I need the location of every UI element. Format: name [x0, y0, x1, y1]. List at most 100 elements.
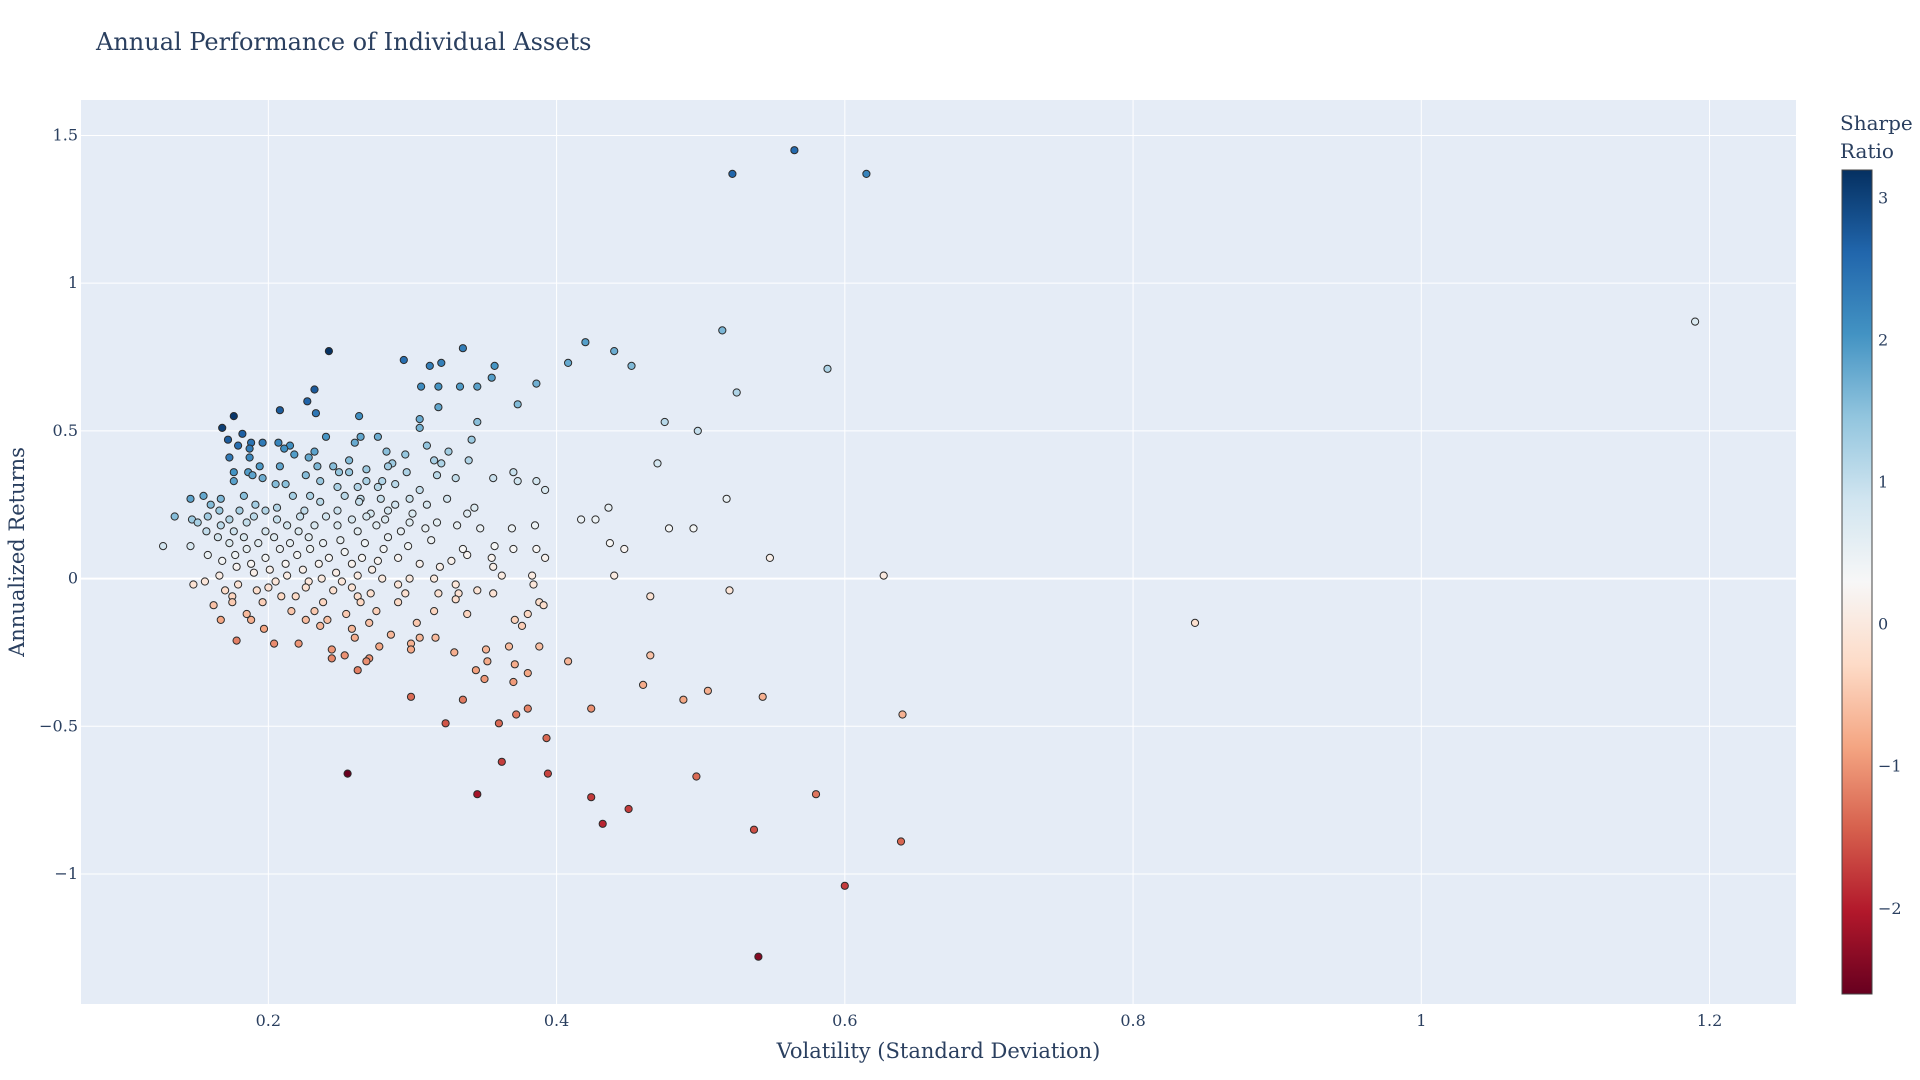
data-point[interactable] — [494, 719, 503, 728]
data-point[interactable] — [304, 533, 313, 542]
data-point[interactable] — [862, 169, 871, 178]
data-point[interactable] — [399, 355, 408, 365]
data-point[interactable] — [373, 482, 382, 492]
data-point[interactable] — [245, 453, 254, 462]
data-point[interactable] — [453, 521, 462, 530]
data-point[interactable] — [215, 571, 224, 580]
data-point[interactable] — [790, 146, 799, 155]
data-point[interactable] — [229, 412, 238, 421]
data-point[interactable] — [258, 598, 267, 607]
data-point[interactable] — [232, 636, 241, 645]
data-point[interactable] — [319, 598, 328, 607]
data-point[interactable] — [245, 444, 254, 453]
data-point[interactable] — [471, 666, 480, 675]
data-point[interactable] — [170, 512, 179, 521]
data-point[interactable] — [333, 482, 342, 492]
data-point[interactable] — [216, 615, 225, 625]
data-point[interactable] — [513, 477, 522, 486]
data-point[interactable] — [430, 456, 439, 465]
data-point[interactable] — [405, 494, 414, 503]
data-point[interactable] — [646, 592, 655, 601]
data-point[interactable] — [523, 669, 532, 678]
data-point[interactable] — [353, 666, 362, 675]
data-point[interactable] — [605, 539, 615, 548]
data-point[interactable] — [512, 710, 521, 719]
data-point[interactable] — [229, 468, 238, 477]
data-point[interactable] — [542, 734, 551, 743]
data-point[interactable] — [261, 527, 270, 536]
data-point[interactable] — [304, 453, 313, 462]
data-point[interactable] — [504, 642, 514, 651]
data-point[interactable] — [319, 539, 328, 548]
data-point[interactable] — [422, 500, 431, 509]
data-point[interactable] — [718, 326, 727, 335]
data-point[interactable] — [509, 544, 518, 554]
data-point[interactable] — [432, 471, 442, 480]
data-point[interactable] — [528, 571, 537, 580]
data-point[interactable] — [497, 757, 506, 766]
data-point[interactable] — [333, 506, 342, 515]
data-point[interactable] — [896, 837, 906, 846]
data-point[interactable] — [316, 477, 325, 486]
data-point[interactable] — [234, 441, 243, 450]
data-point[interactable] — [294, 527, 303, 536]
data-point[interactable] — [213, 533, 222, 542]
data-point[interactable] — [356, 432, 365, 441]
data-point[interactable] — [510, 660, 519, 669]
data-point[interactable] — [347, 515, 356, 524]
data-point[interactable] — [415, 485, 424, 495]
data-point[interactable] — [239, 533, 248, 542]
data-point[interactable] — [216, 521, 225, 530]
data-point[interactable] — [265, 565, 274, 574]
data-point[interactable] — [283, 521, 292, 530]
data-point[interactable] — [404, 542, 413, 551]
data-point[interactable] — [362, 465, 371, 474]
data-point[interactable] — [473, 586, 482, 595]
data-point[interactable] — [639, 680, 648, 690]
data-point[interactable] — [435, 562, 444, 571]
data-point[interactable] — [215, 506, 224, 515]
data-point[interactable] — [391, 500, 400, 509]
data-point[interactable] — [342, 609, 351, 619]
data-point[interactable] — [728, 169, 737, 178]
data-point[interactable] — [481, 645, 491, 654]
data-point[interactable] — [489, 474, 498, 483]
data-point[interactable] — [444, 447, 453, 456]
data-point[interactable] — [189, 580, 198, 589]
data-point[interactable] — [1691, 317, 1700, 326]
data-point[interactable] — [396, 527, 405, 536]
data-point[interactable] — [415, 423, 424, 432]
data-point[interactable] — [271, 577, 280, 586]
data-point[interactable] — [225, 453, 234, 462]
data-point[interactable] — [310, 385, 319, 394]
data-point[interactable] — [379, 544, 388, 554]
data-point[interactable] — [437, 459, 446, 468]
data-point[interactable] — [406, 645, 416, 654]
data-point[interactable] — [287, 607, 296, 616]
data-point[interactable] — [811, 790, 821, 799]
data-point[interactable] — [402, 468, 411, 477]
data-point[interactable] — [529, 580, 538, 589]
data-point[interactable] — [391, 480, 400, 489]
data-point[interactable] — [281, 480, 290, 489]
data-point[interactable] — [415, 633, 424, 642]
data-point[interactable] — [749, 825, 759, 834]
data-point[interactable] — [186, 494, 195, 503]
data-point[interactable] — [324, 553, 333, 563]
data-point[interactable] — [261, 553, 270, 563]
data-point[interactable] — [365, 618, 374, 628]
data-point[interactable] — [441, 719, 450, 728]
data-point[interactable] — [434, 382, 443, 391]
data-point[interactable] — [275, 544, 284, 554]
data-point[interactable] — [532, 379, 541, 388]
data-point[interactable] — [347, 583, 356, 592]
data-point[interactable] — [329, 462, 338, 471]
data-point[interactable] — [242, 609, 251, 619]
data-point[interactable] — [251, 500, 260, 509]
data-point[interactable] — [360, 539, 369, 548]
data-point[interactable] — [332, 568, 341, 577]
data-point[interactable] — [443, 494, 452, 503]
data-point[interactable] — [345, 468, 354, 477]
data-point[interactable] — [417, 382, 426, 391]
data-point[interactable] — [383, 533, 393, 542]
